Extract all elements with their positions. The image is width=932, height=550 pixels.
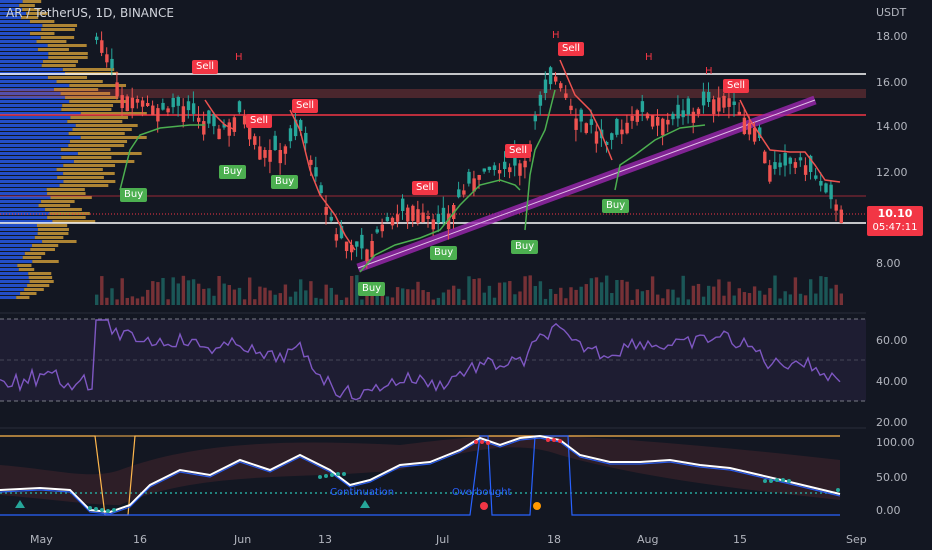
high-marker: H	[705, 66, 713, 77]
time-label: Aug	[637, 533, 658, 546]
buy-signal-tag: Buy	[271, 175, 299, 189]
buy-signal-tag: Buy	[511, 240, 539, 254]
high-marker: H	[235, 52, 243, 63]
osc-tick: 0.00	[876, 504, 901, 517]
bar-countdown: 05:47:11	[872, 222, 918, 233]
sell-signal-tag: Sell	[412, 181, 439, 195]
sell-signal-tag: Sell	[292, 99, 319, 113]
current-price-label: 10.10 05:47:11	[867, 206, 923, 236]
osc-tick: 50.00	[876, 471, 908, 484]
buy-signal-tag: Buy	[602, 199, 630, 213]
oscillator-pane	[0, 434, 841, 516]
high-marker: H	[552, 30, 560, 41]
volume-bars	[95, 275, 843, 305]
rsi-tick: 60.00	[876, 334, 908, 347]
time-label: May	[30, 533, 53, 546]
oscillator-overbought-label: Overbought	[452, 487, 512, 498]
buy-signal-tag: Buy	[120, 188, 148, 202]
price-tick: 18.00	[876, 30, 908, 43]
rsi-tick: 40.00	[876, 375, 908, 388]
time-label: 15	[733, 533, 747, 546]
price-tick: 14.00	[876, 120, 908, 133]
price-tick: 12.00	[876, 166, 908, 179]
supertrend	[119, 59, 841, 273]
time-label: Jul	[435, 533, 449, 546]
time-label: 13	[318, 533, 332, 546]
price-scale-currency: USDT	[876, 6, 907, 19]
time-label: Jun	[233, 533, 251, 546]
buy-signal-tag: Buy	[219, 165, 247, 179]
osc-tick: 100.00	[876, 436, 915, 449]
trend-channel[interactable]	[356, 95, 817, 273]
symbol-title[interactable]: AR / TetherUS, 1D, BINANCE	[6, 6, 174, 20]
sell-signal-tag: Sell	[723, 79, 750, 93]
sell-signal-tag: Sell	[558, 42, 585, 56]
rsi-pane	[0, 318, 866, 402]
high-marker: H	[645, 52, 653, 63]
price-scale[interactable]: USDT 18.00 16.00 14.00 12.00 8.00 60.00 …	[866, 0, 932, 530]
time-label: 18	[547, 533, 561, 546]
sell-signal-tag: Sell	[192, 60, 219, 74]
time-label: 16	[133, 533, 147, 546]
buy-signal-tag: Buy	[430, 246, 458, 260]
price-tick: 8.00	[876, 257, 901, 270]
price-tick: 16.00	[876, 76, 908, 89]
time-label: Sep	[846, 533, 867, 546]
sell-signal-tag: Sell	[505, 144, 532, 158]
buy-signal-tag: Buy	[358, 282, 386, 296]
oscillator-continuation-label: Continuation	[330, 487, 395, 498]
current-price-value: 10.10	[877, 207, 913, 220]
sell-signal-tag: Sell	[246, 114, 273, 128]
rsi-tick: 20.00	[876, 416, 908, 429]
time-axis[interactable]: May 16 Jun 13 Jul 18 Aug 15 Sep	[30, 533, 867, 546]
